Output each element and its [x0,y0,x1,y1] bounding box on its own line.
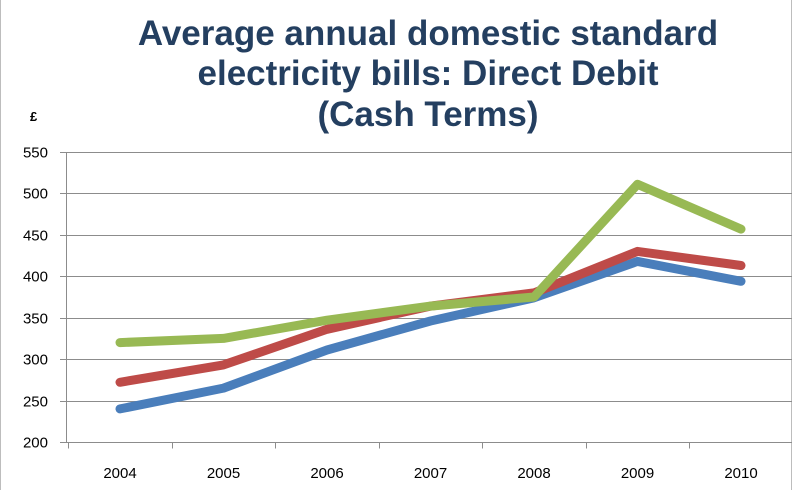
y-tick-label-500: 500 [23,186,48,203]
y-tick-label-250: 250 [23,394,48,411]
series-line-3 [115,179,746,348]
y-tick-label-450: 450 [23,228,48,245]
chart-title-line-2: electricity bills: Direct Debit [198,54,659,93]
x-tick-label-2004: 2004 [103,465,136,482]
y-axis-tick-labels: 200 250 300 350 400 450 500 550 [23,145,48,452]
y-tick-label-300: 300 [23,352,48,369]
axes [60,152,792,449]
y-tick-label-200: 200 [23,435,48,452]
y-axis-unit-label: £ [30,109,38,124]
y-tick-label-350: 350 [23,311,48,328]
series-lines [115,179,746,414]
series-line-1 [115,256,746,414]
x-tick-label-2008: 2008 [517,465,550,482]
x-tick-label-2010: 2010 [724,465,757,482]
x-tick-label-2005: 2005 [207,465,240,482]
x-tick-label-2009: 2009 [621,465,654,482]
x-tick-label-2006: 2006 [310,465,343,482]
chart-title-line-1: Average annual domestic standard [138,14,718,53]
y-tick-label-550: 550 [23,145,48,162]
x-axis-tick-labels: 2004 2005 2006 2007 2008 2009 2010 [103,465,757,482]
gridlines [60,152,792,402]
y-tick-label-400: 400 [23,269,48,286]
chart-title-line-3: (Cash Terms) [317,95,538,134]
x-tick-label-2007: 2007 [414,465,447,482]
